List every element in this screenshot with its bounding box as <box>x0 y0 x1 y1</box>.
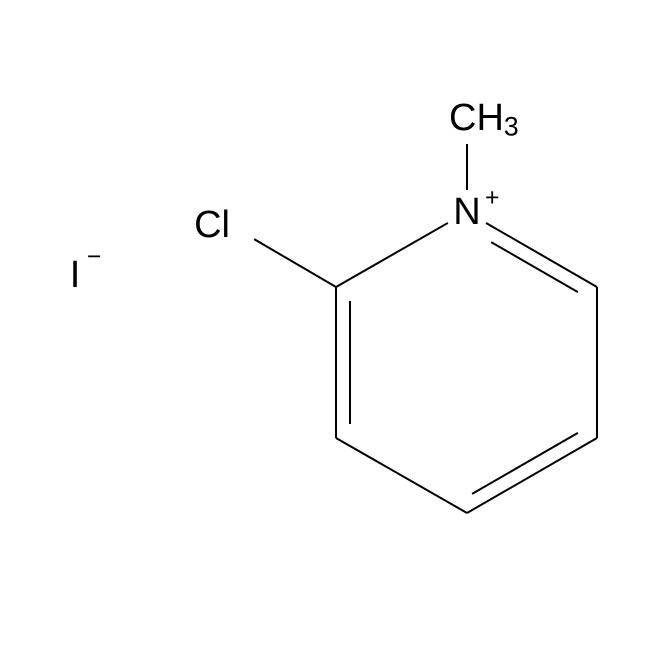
bond <box>336 438 467 513</box>
bond <box>467 438 597 513</box>
methyl-label: CH3 <box>449 97 519 141</box>
bond <box>472 433 578 494</box>
iodide-label: I <box>70 254 81 296</box>
chlorine-label: Cl <box>194 204 230 246</box>
bonds-group <box>254 144 597 513</box>
bond <box>254 239 336 287</box>
bond <box>486 223 597 287</box>
bond <box>336 223 448 287</box>
nitrogen-charge: + <box>485 185 499 212</box>
nitrogen-label: N <box>453 191 480 233</box>
atom-labels-group: I− Cl N+ CH3 <box>70 97 519 296</box>
iodide-charge: − <box>87 244 101 271</box>
bond <box>491 242 578 292</box>
molecule-canvas: I− Cl N+ CH3 <box>0 0 650 650</box>
